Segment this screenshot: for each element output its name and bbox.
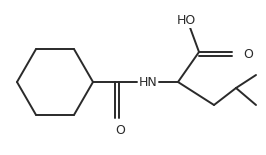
Text: HO: HO [176, 14, 196, 27]
Text: HN: HN [139, 75, 157, 89]
Text: O: O [115, 124, 125, 137]
Text: O: O [243, 47, 253, 60]
